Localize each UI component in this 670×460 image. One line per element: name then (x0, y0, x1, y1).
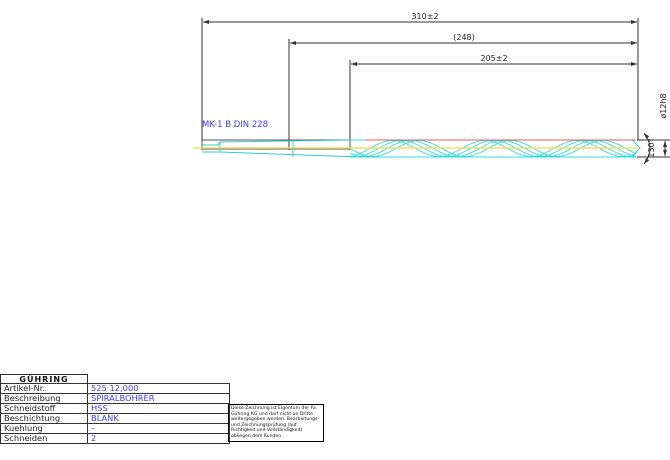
extension-lines (201, 18, 670, 158)
row-label: Kuehlung (0, 423, 88, 434)
table-row: Beschichtung BLANK (0, 413, 230, 424)
row-label: Beschichtung (0, 413, 88, 424)
drill-tip (631, 139, 641, 158)
row-value: SPIRALBOHRER (87, 393, 230, 404)
table-row: Schneiden 2 (0, 433, 230, 444)
row-value: – (87, 423, 230, 434)
row-value: BLANK (87, 413, 230, 424)
table-row: Beschreibung SPIRALBOHRER (0, 393, 230, 404)
row-value: HSS (87, 403, 230, 414)
flute-curve (349, 140, 637, 157)
row-label: Beschreibung (0, 393, 88, 404)
row-label: Schneiden (0, 433, 88, 444)
dim-flute-text: 205±2 (480, 54, 507, 63)
ownership-note: Diese Zeichnung ist Eigentum der Fa. Güh… (228, 404, 324, 442)
table-row: Artikel-Nr. 525 12,000 (0, 383, 230, 394)
row-value: 525 12,000 (87, 383, 230, 394)
row-label: Schneidstoff (0, 403, 88, 414)
table-row: Kuehlung – (0, 423, 230, 434)
taper-label: MK-1 B DIN 228 (202, 120, 268, 130)
title-block-table: Artikel-Nr. 525 12,000 Beschreibung SPIRALB… (0, 383, 230, 444)
angle-arc (643, 132, 651, 165)
dim-diameter-text: ø12h8 (659, 93, 668, 118)
company-logo: GÜHRING (0, 374, 88, 384)
table-row: Schneidstoff HSS (0, 403, 230, 414)
row-value: 2 (87, 433, 230, 444)
dim-angle-text: 130° (647, 138, 656, 157)
dim-reference-text: (248) (453, 33, 475, 42)
row-label: Artikel-Nr. (0, 383, 88, 394)
drill-shank (201, 139, 361, 158)
dim-overall-text: 310±2 (411, 12, 438, 21)
